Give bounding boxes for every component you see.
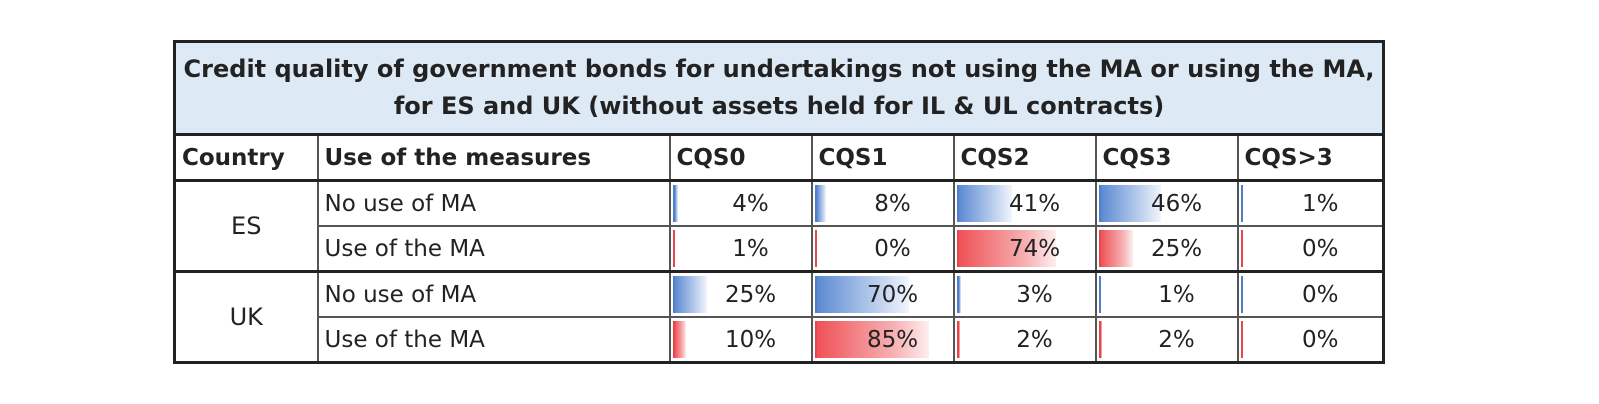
country-cell: UK [173, 270, 319, 363]
value-cell: 1% [668, 225, 813, 273]
data-bar [672, 230, 675, 267]
table-title: Credit quality of government bonds for u… [173, 40, 1385, 136]
measure-cell: No use of MA [316, 179, 671, 227]
data-bar [672, 185, 678, 222]
value-cell: 1% [1236, 179, 1385, 227]
country-cell: ES [173, 179, 319, 273]
table-row: Use of the MA 1% 0% 74% 25% 0% [175, 225, 1385, 273]
value-cell: 74% [952, 225, 1097, 273]
data-bar [956, 321, 960, 358]
value-cell: 41% [952, 179, 1097, 227]
data-bar [956, 230, 1056, 267]
header-cqs-gt3: CQS>3 [1236, 133, 1385, 182]
measure-cell: Use of the MA [316, 225, 671, 273]
measure-cell: No use of MA [316, 270, 671, 318]
value-cell: 0% [1236, 316, 1385, 364]
data-bar [814, 185, 826, 222]
value-cell: 0% [810, 225, 955, 273]
value-cell: 8% [810, 179, 955, 227]
value-cell: 0% [1236, 225, 1385, 273]
data-bar [1098, 230, 1133, 267]
header-cqs0: CQS0 [668, 133, 813, 182]
credit-quality-table: Credit quality of government bonds for u… [173, 40, 1386, 364]
header-cqs2: CQS2 [952, 133, 1097, 182]
data-bar [814, 230, 817, 267]
table-row: UK No use of MA 25% 70% 3% 1% 0% [173, 270, 1385, 363]
data-bar [1098, 321, 1102, 358]
header-measures: Use of the measures [316, 133, 671, 182]
value-cell: 25% [668, 270, 813, 318]
data-bar [1240, 276, 1243, 313]
value-cell: 46% [1094, 179, 1239, 227]
data-bar [814, 321, 929, 358]
data-bar [1098, 276, 1101, 313]
table-row: ES No use of MA 4% 8% 41% 46% 1% [173, 179, 1385, 273]
value-cell: 70% [810, 270, 955, 318]
value-cell: 0% [1236, 270, 1385, 318]
data-bar [1240, 185, 1243, 222]
value-cell: 3% [952, 270, 1097, 318]
data-bar [1240, 321, 1243, 358]
data-bar [814, 276, 909, 313]
data-bar [956, 276, 961, 313]
data-bar [1098, 185, 1161, 222]
value-cell: 2% [952, 316, 1097, 364]
header-cqs3: CQS3 [1094, 133, 1239, 182]
value-cell: 2% [1094, 316, 1239, 364]
value-cell: 85% [810, 316, 955, 364]
measure-cell: Use of the MA [316, 316, 671, 364]
data-bar [956, 185, 1012, 222]
table-row: Use of the MA 10% 85% 2% 2% 0% [175, 316, 1385, 364]
value-cell: 10% [668, 316, 813, 364]
header-country: Country [173, 133, 319, 182]
data-bar [672, 321, 686, 358]
header-cqs1: CQS1 [810, 133, 955, 182]
value-cell: 4% [668, 179, 813, 227]
data-bar [672, 276, 707, 313]
data-bar [1240, 230, 1243, 267]
value-cell: 25% [1094, 225, 1239, 273]
value-cell: 1% [1094, 270, 1239, 318]
header-row: Country Use of the measures CQS0 CQS1 CQ… [173, 133, 1385, 182]
